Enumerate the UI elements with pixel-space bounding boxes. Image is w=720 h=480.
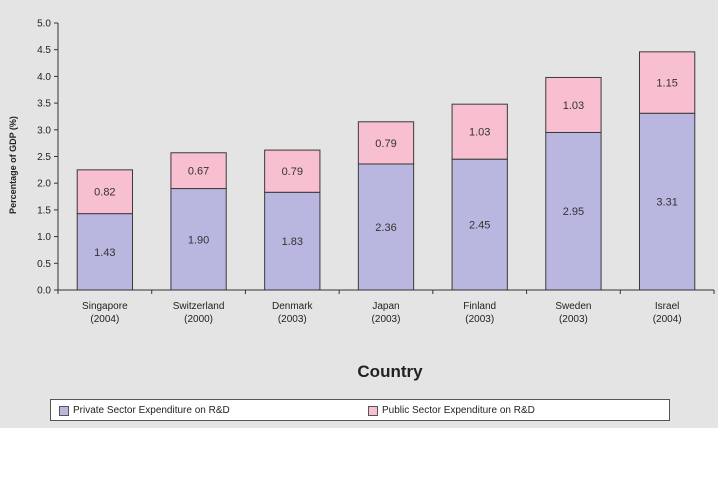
data-label-public: 1.03: [469, 127, 490, 139]
x-tick-label-year: (2003): [465, 314, 494, 325]
x-tick-label: Israel: [655, 301, 679, 312]
x-tick-label: Finland: [463, 301, 496, 312]
y-axis-title: Percentage of GDP (%): [8, 116, 18, 214]
data-label-public: 0.67: [188, 166, 209, 178]
y-tick-label: 5.0: [37, 19, 51, 30]
y-tick-label: 0.0: [37, 286, 51, 297]
data-label-private: 1.43: [94, 247, 115, 259]
bar-public: [357, 121, 415, 165]
data-label-public: 0.79: [282, 166, 303, 178]
y-tick-label: 4.5: [37, 45, 51, 56]
y-tick-label: 1.0: [37, 232, 51, 243]
data-label-private: 1.90: [188, 234, 209, 246]
chart-panel: 0.0 0.5 1.0 1.5 2.0 2.5 3.0 3.5 4.0 4.5 5.0 1.43 0.8…: [0, 0, 718, 428]
y-tick-label: 3.0: [37, 125, 51, 136]
legend-swatch-private: [59, 405, 69, 416]
data-label-private: 2.36: [375, 222, 396, 234]
bar-private: [638, 112, 696, 291]
x-tick-label-year: (2003): [278, 314, 307, 325]
bar-public: [638, 51, 696, 114]
x-tick-label: Japan: [372, 301, 399, 312]
x-tick-label: Singapore: [82, 301, 128, 312]
data-label-private: 2.45: [469, 220, 490, 232]
y-tick-label: 1.5: [37, 205, 51, 216]
x-tick-label: Sweden: [555, 301, 591, 312]
x-axis-title: Country: [357, 362, 423, 381]
data-label-public: 0.82: [94, 187, 115, 199]
y-tick-label: 4.0: [37, 72, 51, 83]
y-tick-label: 2.5: [37, 152, 51, 163]
x-tick-label: Switzerland: [173, 301, 225, 312]
legend-label-private: Private Sector Expenditure on R&D: [73, 405, 230, 416]
y-tick-label: 2.0: [37, 179, 51, 190]
y-tick-label: 3.5: [37, 99, 51, 110]
y-tick-label: 0.5: [37, 259, 51, 270]
data-label-private: 1.83: [282, 236, 303, 248]
legend-item-public: Public Sector Expenditure on R&D: [368, 404, 535, 417]
bar-private: [76, 213, 134, 291]
bar-private: [545, 131, 602, 291]
bar-private: [357, 163, 415, 291]
bar-private: [264, 191, 321, 291]
x-tick-label: Denmark: [272, 301, 314, 312]
x-tick-label-year: (2000): [184, 314, 213, 325]
legend-label-public: Public Sector Expenditure on R&D: [382, 405, 535, 416]
x-tick-label-year: (2004): [653, 314, 682, 325]
chart-plot: 0.0 0.5 1.0 1.5 2.0 2.5 3.0 3.5 4.0 4.5 5.0 1.43 0.8…: [37, 19, 715, 325]
data-label-public: 1.15: [656, 78, 677, 90]
legend-item-private: Private Sector Expenditure on R&D: [59, 404, 230, 417]
data-label-private: 3.31: [656, 197, 677, 209]
bar-public: [264, 149, 321, 193]
data-label-public: 1.03: [563, 100, 584, 112]
bar-private: [451, 158, 508, 291]
legend-swatch-public: [368, 405, 378, 416]
legend: Private Sector Expenditure on R&D Public…: [50, 399, 670, 421]
bar-public: [170, 152, 227, 190]
x-tick-label-year: (2003): [372, 314, 401, 325]
bar-public: [76, 169, 134, 215]
bar-public: [451, 103, 508, 160]
x-tick-label-year: (2004): [90, 314, 119, 325]
data-label-private: 2.95: [563, 206, 584, 218]
bar-public: [545, 76, 602, 133]
data-label-public: 0.79: [375, 138, 396, 150]
x-tick-label-year: (2003): [559, 314, 588, 325]
